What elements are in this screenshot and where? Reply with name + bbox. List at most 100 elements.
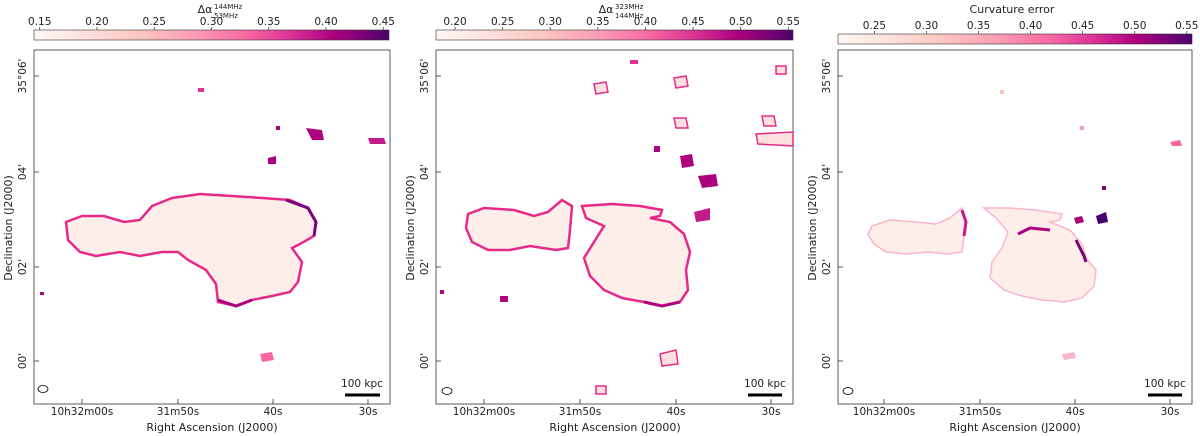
emission-patch-12-middle	[659, 349, 679, 367]
ra-tick-right-0: 10h32m00s	[853, 406, 915, 418]
dec-tick-middle-0: 35°06'	[419, 59, 431, 94]
x-axis-label-left: Right Ascension (J2000)	[146, 421, 277, 434]
colorbar-tick-label-left-0: 0.15	[28, 16, 51, 28]
emission-west-lobe-middle	[464, 198, 574, 252]
scalebar-label-left: 100 kpc	[341, 378, 383, 390]
dec-tick-right-0: 35°06'	[821, 59, 833, 94]
ra-tick-left-2: 40s	[264, 406, 283, 418]
dec-tick-middle-3: 00'	[419, 353, 431, 369]
emission-patch-6-middle	[761, 115, 777, 127]
emission-patch-15-middle	[440, 290, 444, 294]
emission-patch-6-left	[276, 126, 280, 130]
colorbar-tick-label-middle-7: 0.55	[777, 16, 800, 28]
emission-patch-1-left	[306, 128, 324, 140]
emission-patch-4-right	[1170, 140, 1182, 146]
emission-edge-dark-left	[285, 198, 318, 237]
ra-tick-right-2: 40s	[1066, 406, 1085, 418]
emission-patch-4-left	[260, 352, 274, 362]
colorbar-tick-label-right-4: 0.45	[1071, 20, 1094, 32]
dec-tick-left-0: 35°06'	[17, 59, 29, 94]
colorbar-left	[33, 29, 390, 41]
colorbar-tick-label-middle-3: 0.35	[586, 16, 609, 28]
emission-edge-west-lobe-right	[960, 209, 968, 237]
emission-patch-4-middle	[775, 65, 787, 75]
colorbar-tick-label-right-0: 0.25	[863, 20, 886, 32]
colorbar-tick-label-middle-0: 0.20	[443, 16, 466, 28]
beam-ellipse-right	[842, 387, 854, 395]
ra-tick-left-1: 31m50s	[157, 406, 199, 418]
emission-patch-1-right	[1096, 212, 1108, 224]
colorbar-ticks-right: 0.25 0.30 0.35 0.40 0.45 0.50 0.55	[863, 20, 1198, 34]
colorbar-label-right: Curvature error	[970, 3, 1055, 16]
emission-patch-14-middle	[500, 296, 508, 302]
axis-ticks-middle	[436, 75, 772, 404]
panel-right: 0.25 0.30 0.35 0.40 0.45 0.50 0.55 Curvature e…	[806, 3, 1198, 434]
emission-patch-7-left	[40, 292, 44, 295]
colorbar-tick-label-right-5: 0.50	[1123, 20, 1146, 32]
emission-patch-3-middle	[673, 75, 689, 89]
emission-patch-9-middle	[698, 174, 718, 188]
ra-tick-middle-2: 40s	[667, 406, 686, 418]
emission-patch-7-right	[1000, 90, 1004, 94]
x-axis-label-right: Right Ascension (J2000)	[949, 421, 1080, 434]
colorbar-tick-label-middle-5: 0.45	[681, 16, 704, 28]
colorbar-ticks-middle: 0.20 0.25 0.30 0.35 0.40 0.45 0.50 0.55	[443, 16, 800, 30]
emission-edge-middle	[643, 300, 681, 308]
y-axis-label-left: Declination (J2000)	[2, 175, 15, 281]
colorbar-tick-label-middle-1: 0.25	[491, 16, 514, 28]
emission-patch-2-middle	[630, 60, 638, 64]
ra-tick-middle-1: 31m50s	[559, 406, 601, 418]
ra-tick-left-0: 10h32m00s	[51, 406, 113, 418]
colorbar-ticks-left: 0.15 0.20 0.25 0.30 0.35 0.40 0.45	[28, 16, 395, 30]
emission-edge-dark-right	[1017, 226, 1051, 236]
emission-patch-8-middle	[680, 154, 694, 168]
ra-tick-right-1: 31m50s	[959, 406, 1001, 418]
y-axis-label-middle: Declination (J2000)	[404, 175, 417, 281]
emission-patch-6-right	[1102, 186, 1106, 190]
colorbar-tick-label-left-4: 0.35	[257, 16, 280, 28]
dec-tick-right-3: 00'	[821, 353, 833, 369]
colorbar-label-sup-middle: 323MHz	[615, 3, 644, 11]
emission-map-middle	[440, 60, 794, 395]
x-axis-label-middle: Right Ascension (J2000)	[549, 421, 680, 434]
colorbar-tick-label-right-3: 0.40	[1019, 20, 1042, 32]
emission-west-lobe-right	[867, 206, 967, 255]
emission-patch-5-middle	[673, 117, 689, 129]
emission-patch-2-left	[368, 138, 386, 144]
dec-tick-left-3: 00'	[17, 353, 29, 369]
colorbar-label-sup-left: 144MHz	[214, 3, 243, 11]
colorbar-label-sub-left: 53MHz	[214, 12, 238, 20]
colorbar-right	[837, 33, 1193, 45]
y-axis-label-right: Declination (J2000)	[806, 175, 819, 281]
colorbar-tick-label-middle-4: 0.40	[634, 16, 657, 28]
emission-patch-5-left	[198, 88, 204, 92]
emission-edge-south-left	[217, 298, 253, 308]
colorbar-tick-label-left-5: 0.40	[314, 16, 337, 28]
colorbar-tick-label-left-6: 0.45	[372, 16, 395, 28]
beam-ellipse-left	[37, 385, 49, 393]
dec-tick-left-1: 04'	[17, 164, 29, 180]
colorbar-tick-label-right-1: 0.30	[915, 20, 938, 32]
axis-ticks-left	[34, 75, 369, 404]
colorbar-tick-label-right-6: 0.55	[1175, 20, 1198, 32]
emission-main-body-right	[981, 207, 1097, 303]
dec-tick-left-2: 02'	[17, 259, 29, 275]
colorbar-tick-label-middle-2: 0.30	[539, 16, 562, 28]
colorbar-label-middle: Δα	[599, 3, 614, 16]
dec-tick-right-2: 02'	[821, 259, 833, 275]
emission-patch-10-middle	[654, 146, 660, 152]
emission-edge-east-right	[1074, 239, 1088, 263]
colorbar-tick-label-left-1: 0.20	[85, 16, 108, 28]
emission-patch-3-right	[1062, 352, 1076, 360]
emission-map-right	[867, 90, 1182, 360]
ra-tick-right-3: 30s	[1161, 406, 1180, 418]
emission-patch-13-middle	[595, 385, 607, 395]
colorbar-tick-label-middle-6: 0.50	[729, 16, 752, 28]
emission-map-left	[40, 88, 386, 362]
dec-tick-middle-2: 02'	[419, 259, 431, 275]
ra-tick-left-3: 30s	[359, 406, 378, 418]
emission-patch-11-middle	[694, 208, 710, 222]
axis-ticks-right	[838, 75, 1171, 404]
dec-tick-middle-1: 04'	[419, 164, 431, 180]
